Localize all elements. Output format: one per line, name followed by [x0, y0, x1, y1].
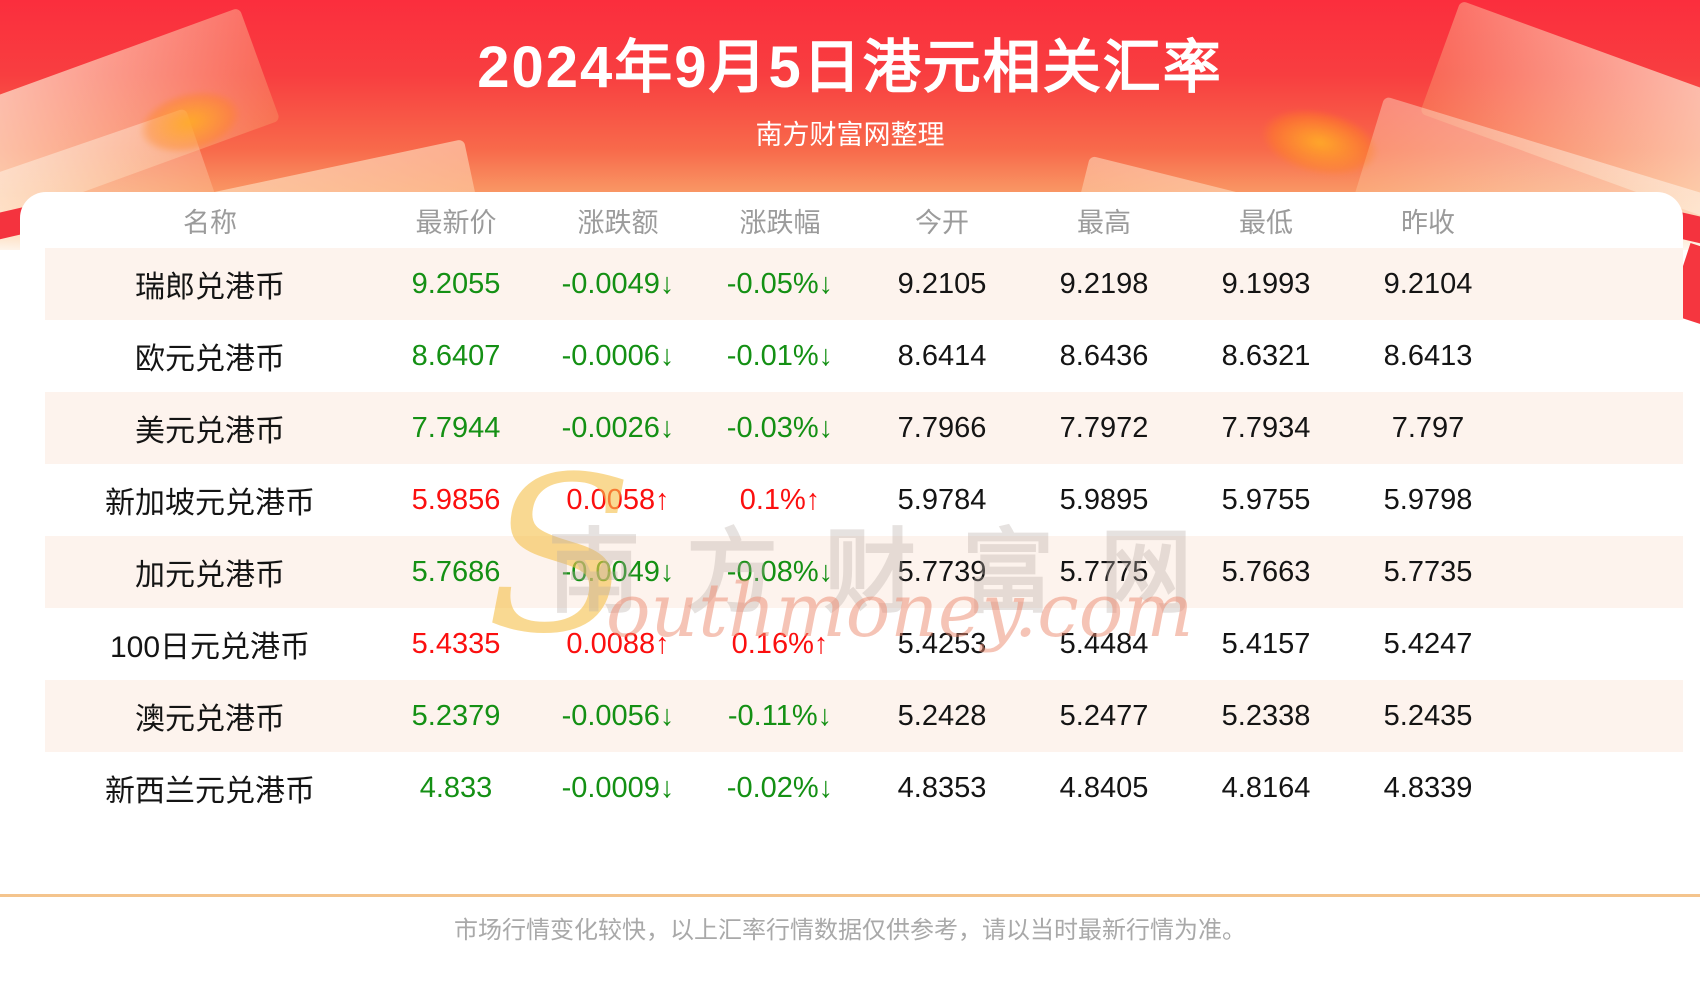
cell-prev-close: 5.9798 [1383, 483, 1473, 516]
cell-name: 欧元兑港币 [135, 343, 285, 376]
cell-change-percent: -0.01%↓ [726, 339, 834, 372]
table-row: 欧元兑港币 8.6407 -0.0006↓ -0.01%↓ 8.6414 8.6436 8.… [45, 320, 1683, 392]
cell-prev-close: 5.4247 [1383, 627, 1473, 660]
cell-open: 4.8353 [897, 771, 987, 804]
cell-latest-price: 5.7686 [411, 555, 501, 588]
cell-latest-price: 4.833 [419, 771, 493, 804]
cell-name: 美元兑港币 [135, 415, 285, 448]
cell-low: 7.7934 [1221, 411, 1311, 444]
cell-name: 加元兑港币 [135, 559, 285, 592]
cell-change-amount: -0.0049↓ [561, 267, 675, 300]
column-header: 名称 [183, 207, 237, 238]
cell-change-percent: 0.16%↑ [731, 627, 829, 660]
cell-high: 5.9895 [1059, 483, 1149, 516]
table-body: 瑞郎兑港币 9.2055 -0.0049↓ -0.05%↓ 9.2105 9.2198 9.… [20, 248, 1683, 824]
cell-name: 100日元兑港币 [109, 631, 311, 664]
cell-latest-price: 5.4335 [411, 627, 501, 660]
cell-change-percent: 0.1%↑ [739, 483, 821, 516]
table-row: 100日元兑港币 5.4335 0.0088↑ 0.16%↑ 5.4253 5.4484 5… [45, 608, 1683, 680]
cell-open: 5.2428 [897, 699, 987, 732]
cell-high: 7.7972 [1059, 411, 1149, 444]
cell-change-amount: 0.0058↑ [566, 483, 670, 516]
cell-change-percent: -0.11%↓ [727, 699, 833, 732]
footer-disclaimer: 市场行情变化较快，以上汇率行情数据仅供参考，请以当时最新行情为准。 [454, 917, 1246, 944]
table-header-row: 名称 最新价 涨跌额 涨跌幅 今开 最高 最低 昨收 [45, 192, 1683, 248]
cell-high: 5.7775 [1059, 555, 1149, 588]
cell-latest-price: 8.6407 [411, 339, 501, 372]
column-header: 昨收 [1401, 207, 1455, 238]
cell-low: 8.6321 [1221, 339, 1311, 372]
cell-change-percent: -0.08%↓ [726, 555, 834, 588]
cell-high: 5.2477 [1059, 699, 1149, 732]
column-header: 最高 [1077, 207, 1131, 238]
cell-change-amount: -0.0056↓ [561, 699, 675, 732]
cell-name: 澳元兑港币 [135, 703, 285, 736]
cell-prev-close: 8.6413 [1383, 339, 1473, 372]
cell-high: 8.6436 [1059, 339, 1149, 372]
table-row: 澳元兑港币 5.2379 -0.0056↓ -0.11%↓ 5.2428 5.2477 5.… [45, 680, 1683, 752]
cell-open: 9.2105 [897, 267, 987, 300]
table-row: 瑞郎兑港币 9.2055 -0.0049↓ -0.05%↓ 9.2105 9.2198 9.… [45, 248, 1683, 320]
table-row: 加元兑港币 5.7686 -0.0049↓ -0.08%↓ 5.7739 5.7775 5.… [45, 536, 1683, 608]
table-row: 新西兰元兑港币 4.833 -0.0009↓ -0.02%↓ 4.8353 4.8405 4… [45, 752, 1683, 824]
cell-latest-price: 5.9856 [411, 483, 501, 516]
cell-prev-close: 4.8339 [1383, 771, 1473, 804]
cell-prev-close: 9.2104 [1383, 267, 1473, 300]
page-subtitle: 南方财富网整理 [755, 120, 945, 150]
cell-low: 5.4157 [1221, 627, 1311, 660]
cell-latest-price: 5.2379 [411, 699, 501, 732]
cell-high: 9.2198 [1059, 267, 1149, 300]
cell-latest-price: 9.2055 [411, 267, 501, 300]
table-row: 美元兑港币 7.7944 -0.0026↓ -0.03%↓ 7.7966 7.7972 7.… [45, 392, 1683, 464]
cell-low: 9.1993 [1221, 267, 1311, 300]
cell-low: 5.2338 [1221, 699, 1311, 732]
cell-open: 5.9784 [897, 483, 987, 516]
cell-latest-price: 7.7944 [411, 411, 501, 444]
cell-change-amount: -0.0006↓ [561, 339, 675, 372]
cell-prev-close: 5.7735 [1383, 555, 1473, 588]
cell-name: 新西兰元兑港币 [105, 775, 315, 808]
cell-change-amount: -0.0049↓ [561, 555, 675, 588]
cell-low: 5.7663 [1221, 555, 1311, 588]
footer-divider [0, 894, 1700, 897]
table-row: 新加坡元兑港币 5.9856 0.0058↑ 0.1%↑ 5.9784 5.9895 5.9… [45, 464, 1683, 536]
cell-open: 5.7739 [897, 555, 987, 588]
cell-change-amount: 0.0088↑ [566, 627, 670, 660]
cell-name: 新加坡元兑港币 [105, 487, 315, 520]
column-header: 涨跌幅 [739, 207, 821, 238]
cell-high: 4.8405 [1059, 771, 1149, 804]
column-header: 今开 [915, 207, 969, 238]
column-header: 最低 [1239, 207, 1293, 238]
cell-low: 5.9755 [1221, 483, 1311, 516]
column-header: 最新价 [415, 207, 497, 238]
cell-open: 7.7966 [897, 411, 987, 444]
cell-prev-close: 5.2435 [1383, 699, 1473, 732]
cell-low: 4.8164 [1221, 771, 1311, 804]
cell-prev-close: 7.797 [1391, 411, 1465, 444]
cell-change-amount: -0.0009↓ [561, 771, 675, 804]
page-title: 2024年9月5日港元相关汇率 [477, 35, 1223, 100]
cell-change-percent: -0.03%↓ [726, 411, 834, 444]
cell-name: 瑞郎兑港币 [135, 271, 285, 304]
cell-change-amount: -0.0026↓ [561, 411, 675, 444]
cell-change-percent: -0.02%↓ [726, 771, 834, 804]
cell-high: 5.4484 [1059, 627, 1149, 660]
cell-change-percent: -0.05%↓ [726, 267, 834, 300]
cell-open: 5.4253 [897, 627, 987, 660]
rates-table-card: 名称 最新价 涨跌额 涨跌幅 今开 最高 最低 昨收 瑞郎兑港币 9.2055 -0.0049↓ -… [20, 192, 1683, 824]
column-header: 涨跌额 [577, 207, 659, 238]
cell-open: 8.6414 [897, 339, 987, 372]
